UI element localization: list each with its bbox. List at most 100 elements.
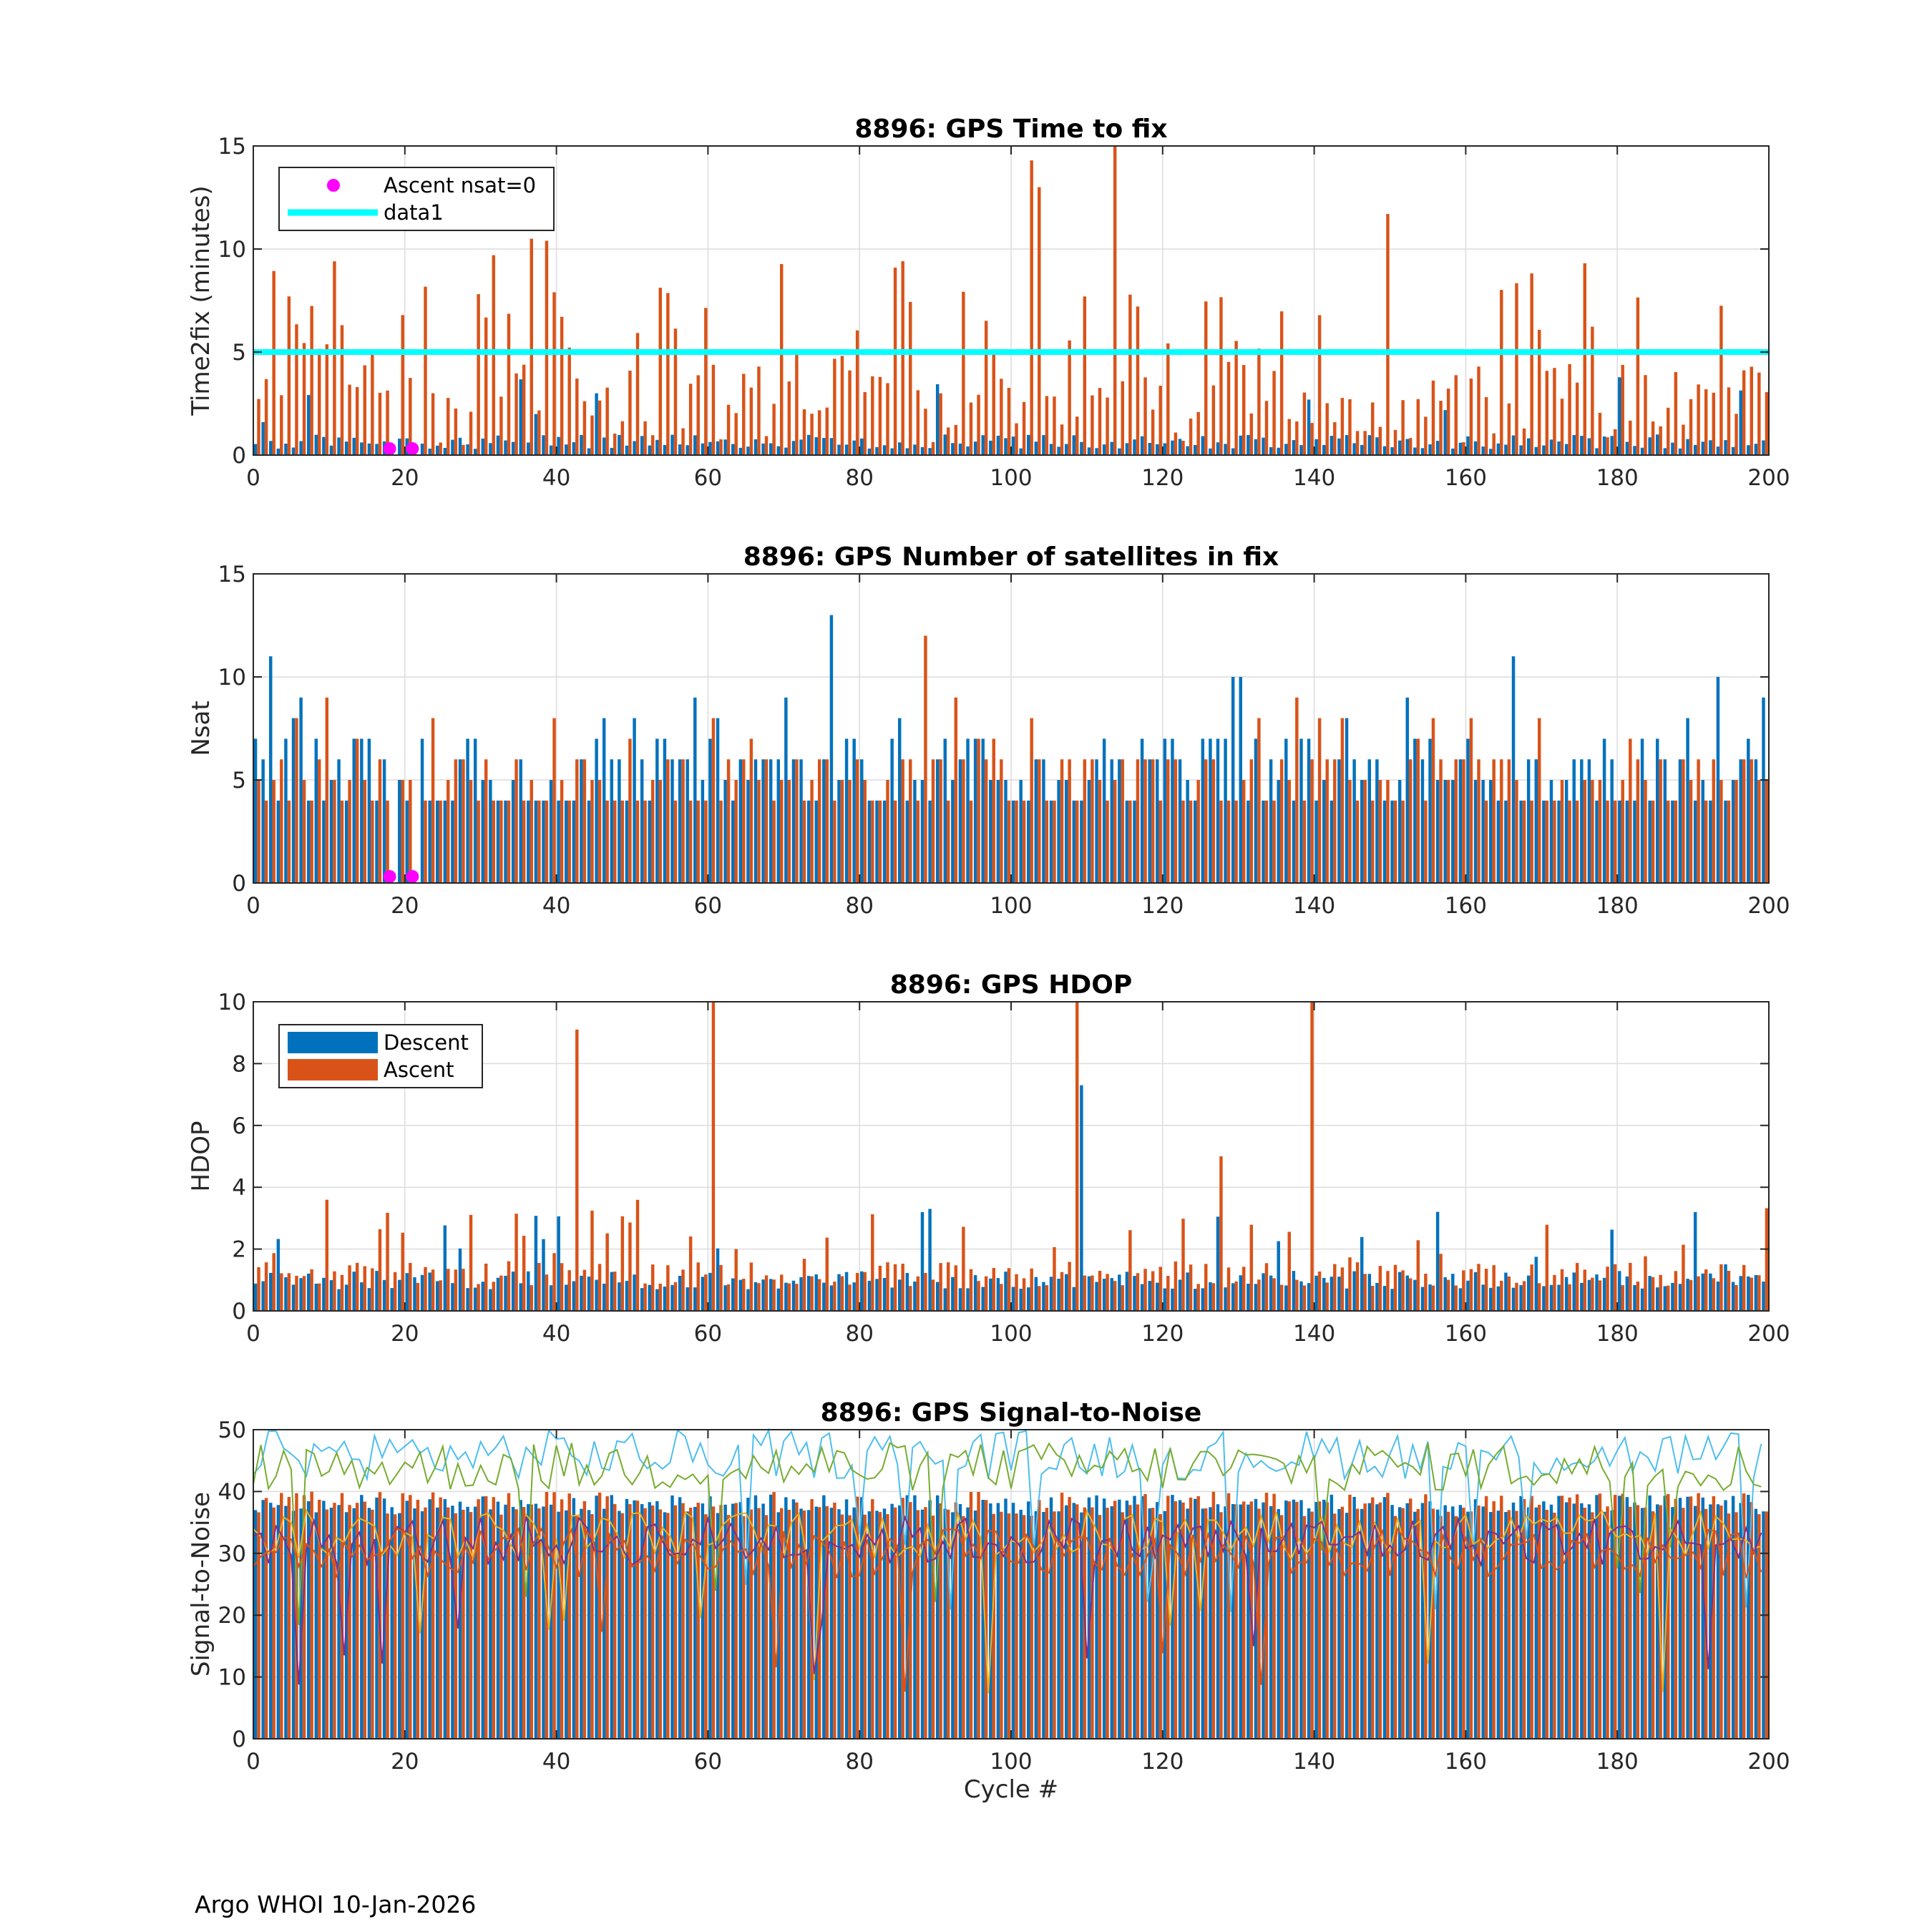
descent-bar — [1534, 447, 1538, 455]
descent-bar — [640, 1288, 644, 1311]
ascent-bar — [1310, 1002, 1314, 1311]
descent-bar — [1027, 1287, 1030, 1311]
descent-bar — [534, 414, 538, 455]
ascent-bar — [1735, 1284, 1738, 1311]
ascent-bar — [1583, 1508, 1586, 1739]
ascent-bar — [1507, 1276, 1511, 1311]
descent-bar — [1709, 800, 1712, 883]
descent-bar — [1564, 1502, 1568, 1739]
x-tick-label: 180 — [1596, 1749, 1639, 1775]
ascent-bar — [386, 1212, 389, 1311]
x-tick-label: 180 — [1596, 465, 1639, 491]
descent-bar — [322, 1501, 326, 1739]
ascent-bar — [772, 800, 776, 883]
descent-bar — [1557, 800, 1561, 883]
descent-bar — [1397, 780, 1402, 883]
descent-bar — [504, 1504, 507, 1739]
ascent-bar — [393, 1514, 397, 1739]
descent-bar — [1004, 438, 1008, 455]
descent-bar — [791, 1499, 796, 1739]
ascent-bar — [1682, 424, 1685, 455]
ascent-bar — [1553, 800, 1556, 883]
descent-bar — [1762, 1282, 1765, 1311]
descent-bar — [1277, 447, 1280, 455]
ascent-bar — [1378, 780, 1382, 883]
ascent-bar — [1439, 1254, 1443, 1311]
ascent-bar — [1484, 397, 1488, 455]
ascent-bar — [1091, 1507, 1094, 1739]
ascent-bar — [802, 409, 806, 455]
descent-bar — [398, 780, 401, 883]
legend-label-ascent: Ascent — [384, 1058, 454, 1082]
ascent-bar — [1545, 1224, 1549, 1311]
ascent-bar — [1091, 1275, 1094, 1311]
descent-bar — [1542, 445, 1546, 455]
descent-bar — [1405, 1503, 1409, 1739]
descent-bar — [806, 434, 811, 455]
descent-bar — [1299, 445, 1303, 455]
descent-bar — [1262, 1273, 1265, 1311]
descent-bar — [625, 1498, 629, 1739]
ascent-bar — [424, 286, 427, 455]
ascent-bar — [507, 313, 511, 455]
ascent-bar — [1484, 1496, 1488, 1739]
descent-bar — [1201, 1508, 1205, 1739]
descent-bar — [1451, 780, 1455, 883]
ascent-bar — [1053, 396, 1056, 455]
descent-bar — [1580, 1282, 1584, 1311]
ascent-bar — [1272, 1278, 1276, 1311]
ascent-bar — [1591, 1277, 1594, 1311]
descent-bar — [1194, 1289, 1197, 1311]
descent-bar — [618, 434, 621, 455]
ascent-bar — [310, 1269, 313, 1311]
ascent-bar — [939, 393, 942, 455]
ascent-bar — [1015, 1274, 1018, 1311]
descent-bar — [1194, 800, 1197, 883]
x-tick-label: 140 — [1293, 465, 1335, 491]
ascent-bar — [1651, 800, 1655, 883]
ascent-bar — [909, 759, 912, 883]
ascent-bar — [962, 1226, 965, 1311]
ascent-bar — [1477, 1264, 1480, 1311]
ascent-bar — [1211, 759, 1216, 883]
ascent-bar — [696, 800, 700, 883]
descent-bar — [1504, 1272, 1508, 1311]
descent-bar — [1118, 759, 1121, 883]
descent-bar — [565, 1284, 568, 1311]
ascent-bar — [469, 1512, 473, 1739]
ascent-bar — [977, 738, 980, 883]
descent-bar — [557, 436, 560, 455]
ascent-bar — [1401, 800, 1405, 883]
ascent-bar — [1750, 366, 1753, 455]
ascent-bar — [1431, 380, 1435, 455]
descent-bar — [753, 759, 758, 883]
ascent-bar — [355, 738, 359, 883]
descent-bar — [852, 738, 856, 883]
legend-box — [278, 167, 555, 231]
descent-bar — [784, 1282, 788, 1311]
ascent-bar — [1325, 1502, 1329, 1739]
ascent-bar — [696, 1503, 700, 1739]
ascent-bar — [1007, 1268, 1011, 1311]
descent-bar — [723, 1504, 727, 1739]
ascent-bar — [1000, 1284, 1003, 1311]
ascent-bar — [711, 1002, 716, 1311]
descent-bar — [451, 800, 454, 883]
descent-bar — [253, 1283, 258, 1311]
descent-bar — [367, 1288, 371, 1311]
ascent-bar — [688, 1508, 693, 1739]
descent-bar — [1466, 1280, 1470, 1311]
descent-bar — [746, 780, 750, 883]
descent-bar — [1496, 800, 1501, 883]
ascent-bar — [1045, 1285, 1049, 1311]
ascent-bar — [810, 780, 814, 883]
ascent-bar — [1401, 1508, 1405, 1739]
ascent-bar — [1317, 1271, 1322, 1311]
descent-bar — [1269, 447, 1273, 455]
ascent-bar — [597, 400, 602, 455]
descent-bar — [693, 435, 697, 455]
descent-bar — [844, 738, 849, 883]
x-tick-label: 20 — [391, 893, 419, 919]
ascent-bar — [681, 1503, 685, 1739]
descent-bar — [806, 1276, 811, 1311]
